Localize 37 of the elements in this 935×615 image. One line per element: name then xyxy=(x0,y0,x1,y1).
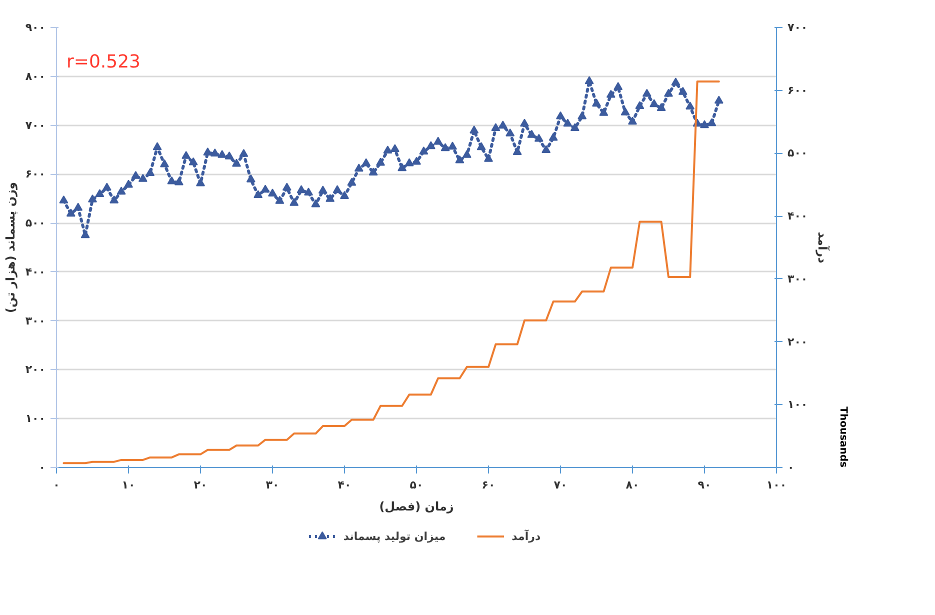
y-tick-label: ۱۰۰ xyxy=(25,412,46,426)
x-tick-label: ۵۰ xyxy=(410,478,424,492)
x-tick-label: ۷۰ xyxy=(554,478,568,492)
y-tick-label: ۸۰۰ xyxy=(25,70,46,83)
y-tick-label: ۷۰۰ xyxy=(25,118,46,132)
x-tick-label: ۳۰ xyxy=(266,478,280,492)
y2-tick-label: ۳۰۰ xyxy=(788,272,808,286)
y-tick-label: ۳۰۰ xyxy=(25,314,46,328)
x-tick-label: ۶۰ xyxy=(482,478,496,492)
y-axis-title: وزن پسماند (هزار تن) xyxy=(3,182,18,313)
x-tick-label: ۱۰ xyxy=(122,478,136,492)
y2-tick-label: ۶۰۰ xyxy=(788,84,808,97)
x-tick-label: ۴۰ xyxy=(338,478,352,492)
x-tick-label: ۰ xyxy=(53,478,60,492)
y-tick-label: ۶۰۰ xyxy=(25,168,46,181)
y-tick-label: ۹۰۰ xyxy=(25,21,46,34)
y2-tick-label: ۴۰۰ xyxy=(788,210,808,223)
x-tick-label: ۸۰ xyxy=(626,478,640,492)
y2-tick-label: ۷۰۰ xyxy=(788,21,808,34)
line-series xyxy=(62,80,720,464)
y2-tick-label: ۰ xyxy=(788,461,794,474)
legend-label: درآمد xyxy=(512,529,541,543)
x-tick-label: ۲۰ xyxy=(194,478,208,492)
y-tick-label: ۵۰۰ xyxy=(25,216,46,230)
x-tick-label: ۹۰ xyxy=(698,478,712,492)
x-tick-label: ۱۰۰ xyxy=(766,478,787,492)
y-tick-label: ۴۰۰ xyxy=(25,265,46,278)
y-tick-label: ۰ xyxy=(38,461,46,474)
y2-tick-label: ۵۰۰ xyxy=(788,146,808,160)
y2-tick-label: ۱۰۰ xyxy=(788,398,808,412)
y2-tick-label: ۲۰۰ xyxy=(788,335,808,348)
annotation: r=0.523 xyxy=(66,52,141,72)
text: Thousands xyxy=(838,406,848,468)
y-tick-label: ۲۰۰ xyxy=(25,363,46,376)
legend-label: میزان تولید پسماند xyxy=(343,530,446,543)
y2-axis-title: درآمد xyxy=(816,232,831,264)
x-axis-title: زمان (فصل) xyxy=(379,500,454,514)
